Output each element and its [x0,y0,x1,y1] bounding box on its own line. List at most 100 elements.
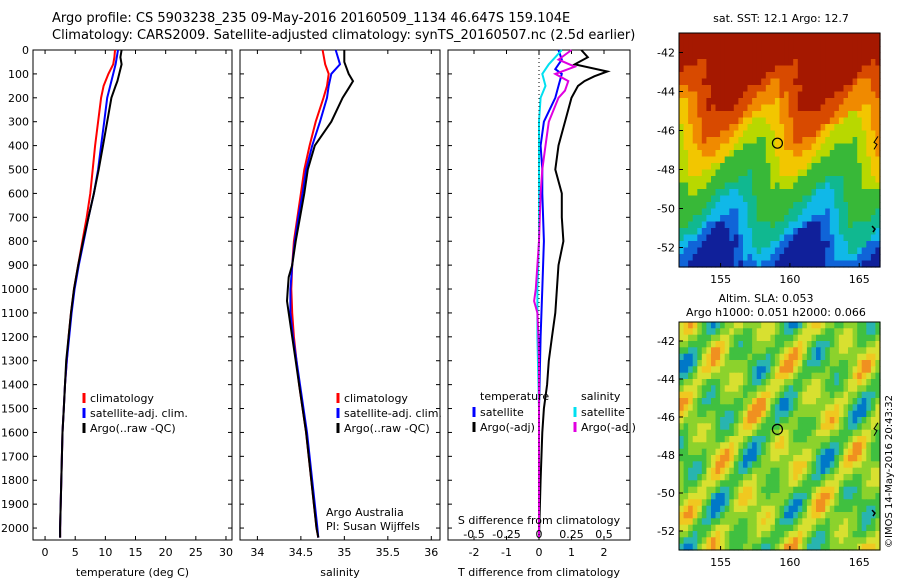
heatmap-cell [816,404,822,412]
heatmap-cell [692,228,698,236]
heatmap-cell [770,46,776,54]
heatmap-cell [770,91,776,99]
heatmap-cell [852,372,858,380]
heatmap-cell [770,72,776,80]
heatmap-cell [806,436,813,443]
heatmap-cell [816,429,822,437]
heatmap-cell [683,442,689,450]
heatmap-cell [697,499,703,507]
heatmap-cell [866,543,872,551]
heatmap-cell [848,208,854,216]
heatmap-cell [848,234,854,242]
heatmap-cell [697,360,703,367]
heatmap-cell [857,156,863,164]
heatmap-cell [706,124,712,132]
heatmap-cell [788,143,794,151]
heatmap-cell [811,182,817,190]
heatmap-cell [797,423,803,431]
heatmap-cell [743,182,749,190]
heatmap-cell [784,486,790,494]
heatmap-cell [720,241,726,249]
heatmap-cell [788,202,794,210]
heatmap-cell [774,85,781,93]
heatmap-cell [820,52,826,60]
heatmap-cell [806,130,813,138]
heatmap-cell [688,111,694,119]
heatmap-cell [697,156,703,164]
heatmap-cell [756,461,762,469]
heatmap-cell [747,543,753,551]
heatmap-cell [770,260,776,268]
heatmap-cell [811,385,817,393]
heatmap-cell [774,353,781,361]
x-tick-label: 20 [159,546,173,559]
heatmap-cell [720,391,726,399]
heatmap-cell [861,505,867,513]
heatmap-cell [870,455,877,462]
heatmap-cell [743,524,749,532]
heatmap-cell [752,52,758,60]
heatmap-cell [720,537,726,545]
heatmap-cell [870,531,877,538]
heatmap-cell [738,372,744,380]
heatmap-cell [852,461,858,469]
heatmap-cell [852,455,858,462]
heatmap-cell [843,156,849,164]
heatmap-cell [701,480,707,488]
heatmap-cell [829,543,835,551]
heatmap-cell [820,46,826,54]
heatmap-cell [692,480,698,488]
heatmap-cell [761,143,767,151]
heatmap-cell [697,322,703,329]
heatmap-cell [829,98,835,106]
heatmap-cell [715,524,721,532]
heatmap-cell [843,130,849,138]
heatmap-cell [852,347,858,355]
heatmap-cell [729,518,735,526]
heatmap-cell [784,461,790,469]
heatmap-cell [838,98,845,106]
heatmap-cell [870,137,877,145]
heatmap-cell [743,143,749,151]
heatmap-cell [729,385,735,393]
heatmap-cell [697,91,703,99]
heatmap-cell [733,111,739,119]
heatmap-cell [724,91,730,99]
heatmap-cell [797,208,803,216]
heatmap-cell [875,360,881,367]
heatmap-cell [857,202,863,210]
heatmap-cell [784,341,790,348]
heatmap-cell [743,137,749,145]
heatmap-cell [848,537,854,545]
heatmap-cell [788,347,794,355]
heatmap-cell [688,98,694,106]
heatmap-cell [866,423,872,431]
heatmap-cell [825,52,831,60]
heatmap-cell [701,247,707,255]
heatmap-cell [729,391,735,399]
heatmap-cell [720,163,726,171]
heatmap-cell [747,130,753,138]
heatmap-cell [866,429,872,437]
heatmap-cell [838,33,845,41]
heatmap-cell [747,467,753,475]
heatmap-cell [838,518,845,526]
heatmap-cell [715,176,721,184]
heatmap-cell [793,241,799,249]
heatmap-cell [816,328,822,336]
heatmap-cell [729,448,735,456]
heatmap-cell [866,341,872,348]
heatmap-cell [720,104,726,112]
heatmap-cell [692,366,698,374]
heatmap-cell [688,461,694,469]
heatmap-cell [761,91,767,99]
heatmap-cell [720,98,726,106]
heatmap-cell [761,208,767,216]
heatmap-cell [866,467,872,475]
heatmap-cell [779,366,785,374]
heatmap-cell [679,254,685,262]
heatmap-cell [692,163,698,171]
heatmap-cell [743,385,749,393]
heatmap-cell [838,543,845,551]
